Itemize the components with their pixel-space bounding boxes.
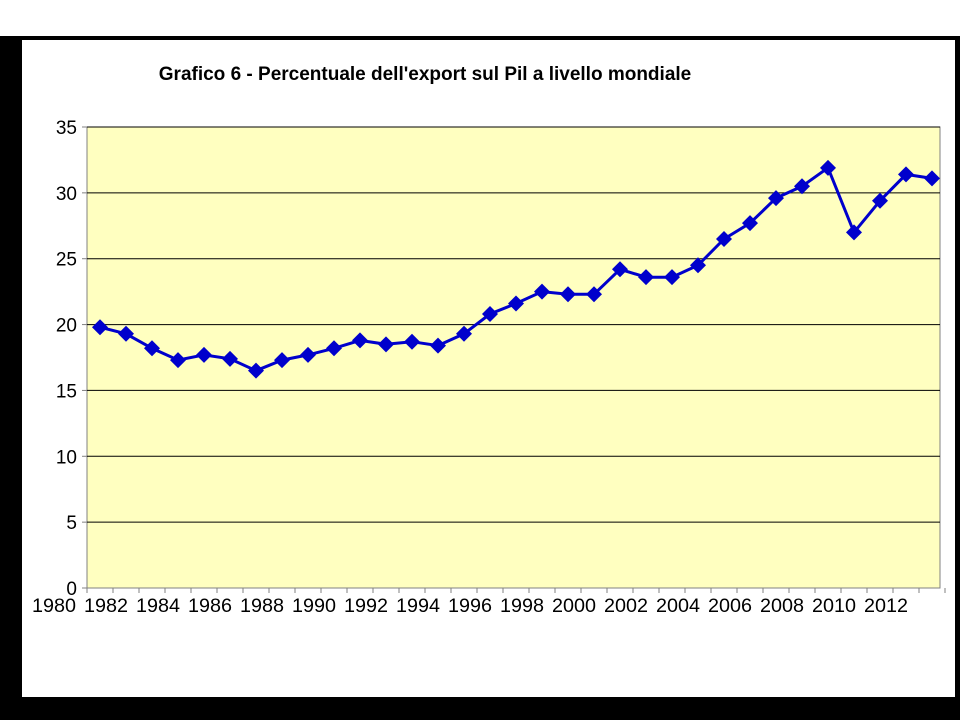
y-tick-label: 10 [56,447,77,468]
data-point [300,346,316,363]
data-point [586,286,602,303]
data-point [690,257,706,274]
data-point [144,340,160,357]
x-tick-label: 1996 [448,596,492,617]
y-tick-label: 5 [66,513,77,534]
x-tick-label: 1982 [84,596,128,617]
data-point [768,190,784,207]
data-point [898,166,914,183]
data-point [456,325,472,342]
data-point [378,336,394,353]
x-tick-label: 2010 [812,596,856,617]
x-tick-label: 1994 [396,596,440,617]
data-point [742,215,758,232]
x-tick-label: 2004 [656,596,700,617]
x-tick-label: 1990 [292,596,336,617]
x-tick-label: 1988 [240,596,284,617]
x-tick-label: 1980 [32,596,76,617]
x-tick-label: 1986 [188,596,232,617]
y-tick-label: 35 [56,118,77,139]
data-point [638,269,654,286]
series-markers [92,159,940,379]
data-point [248,362,264,379]
data-point [508,295,524,312]
x-tick-label: 2006 [708,596,752,617]
data-point [872,192,888,209]
y-tick-label: 25 [56,250,77,271]
data-point [534,283,550,300]
data-point [716,230,732,247]
gridlines [87,126,940,523]
data-point [924,170,940,187]
data-point [196,346,212,363]
y-tick-label: 0 [66,579,77,600]
x-tick-label: 2012 [864,596,908,617]
data-point [846,224,862,241]
data-point [482,306,498,323]
data-point [430,337,446,354]
data-point [118,325,134,342]
data-point [274,352,290,369]
data-point [612,261,628,278]
x-tick-label: 2002 [604,596,648,617]
x-tick-label: 1998 [500,596,544,617]
data-point [92,319,108,336]
x-tick-label: 1984 [136,596,180,617]
x-tick-label: 2008 [760,596,804,617]
data-point [222,350,238,367]
chart-title: Grafico 6 - Percentuale dell'export sul … [158,64,692,85]
y-axis: 0 5 10 15 20 25 30 35 [56,118,87,600]
x-tick-label: 1992 [344,596,388,617]
data-point [794,178,810,195]
data-point [820,159,836,176]
data-point [404,333,420,350]
y-tick-label: 15 [56,381,77,402]
data-point [326,340,342,357]
data-point [664,269,680,286]
x-axis: 1980 1982 1984 1986 1988 1990 1992 1994 1996 1998… [32,588,946,617]
x-tick-label: 2000 [552,596,596,617]
data-point [560,286,576,303]
y-tick-label: 30 [56,184,77,205]
data-point [352,332,368,349]
data-point [170,352,186,369]
y-tick-label: 20 [56,316,77,337]
